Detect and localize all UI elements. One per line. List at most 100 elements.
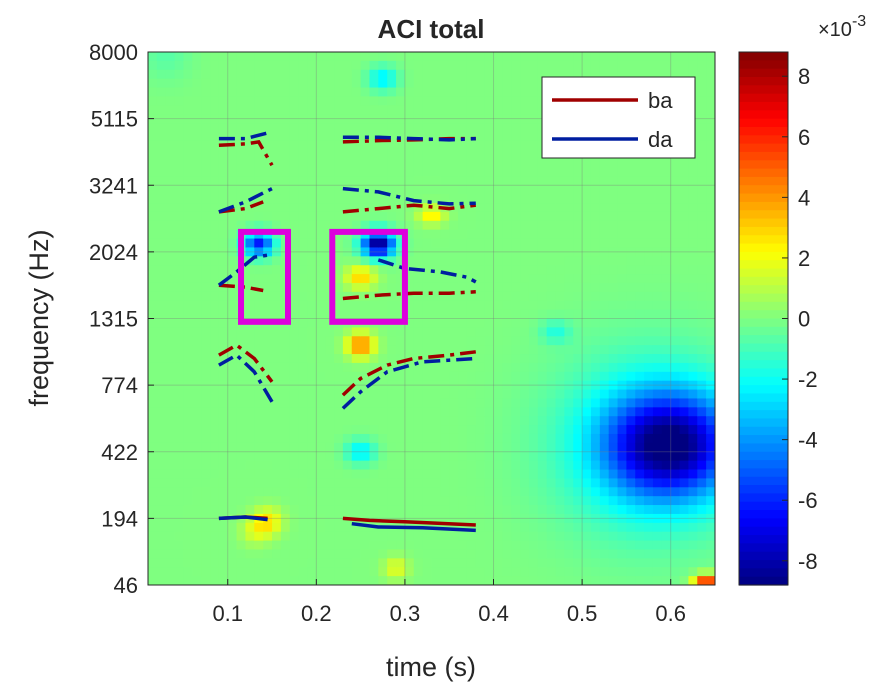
- heatmap-cell: [307, 336, 317, 346]
- heatmap-cell: [582, 194, 592, 204]
- heatmap-cell: [670, 354, 681, 364]
- heatmap-cell: [670, 345, 681, 355]
- heatmap-cell: [537, 451, 548, 462]
- heatmap-cell: [652, 229, 663, 240]
- heatmap-cell: [404, 78, 415, 89]
- heatmap-cell: [413, 309, 424, 320]
- heatmap-cell: [156, 96, 167, 106]
- heatmap-cell: [502, 203, 512, 213]
- heatmap-cell: [466, 576, 477, 585]
- heatmap-cell: [466, 300, 477, 311]
- heatmap-cell: [254, 496, 264, 506]
- heatmap-cell: [644, 451, 654, 462]
- heatmap-cell: [511, 389, 521, 400]
- heatmap-cell: [369, 371, 379, 382]
- colorbar-band: [739, 176, 788, 186]
- heatmap-cell: [307, 167, 317, 177]
- heatmap-cell: [502, 291, 512, 302]
- heatmap-cell: [378, 194, 388, 204]
- heatmap-cell: [706, 522, 715, 533]
- heatmap-cell: [183, 69, 193, 80]
- heatmap-cell: [493, 131, 503, 142]
- heatmap-cell: [475, 433, 486, 444]
- heatmap-cell: [608, 336, 619, 346]
- heatmap-cell: [404, 309, 415, 320]
- heatmap-cell: [387, 140, 397, 151]
- heatmap-cell: [582, 318, 592, 328]
- heatmap-cell: [307, 558, 317, 568]
- heatmap-cell: [174, 496, 185, 506]
- heatmap-cell: [449, 282, 459, 293]
- heatmap-cell: [670, 513, 681, 524]
- heatmap-cell: [280, 362, 291, 373]
- heatmap-cell: [201, 282, 211, 293]
- colorbar-band: [739, 185, 788, 195]
- heatmap-cell: [254, 380, 264, 391]
- heatmap-cell: [156, 354, 167, 364]
- heatmap-cell: [608, 220, 619, 231]
- colorbar-band: [739, 468, 788, 478]
- heatmap-cell: [183, 558, 193, 568]
- heatmap-cell: [484, 558, 495, 568]
- heatmap-cell: [617, 460, 628, 471]
- heatmap-cell: [449, 87, 459, 98]
- heatmap-cell: [706, 167, 715, 177]
- heatmap-cell: [360, 140, 371, 151]
- heatmap-cell: [475, 282, 486, 293]
- heatmap-cell: [661, 291, 672, 302]
- colorbar-band: [739, 85, 788, 95]
- heatmap-cell: [617, 354, 628, 364]
- colorbar-band: [739, 218, 788, 228]
- heatmap-cell: [573, 354, 583, 364]
- heatmap-cell: [351, 567, 362, 577]
- heatmap-cell: [183, 549, 193, 559]
- heatmap-cell: [298, 140, 309, 151]
- heatmap-cell: [670, 407, 681, 417]
- heatmap-cell: [156, 345, 167, 355]
- heatmap-cell: [289, 60, 300, 71]
- heatmap-cell: [440, 149, 450, 160]
- heatmap-cell: [484, 87, 495, 98]
- heatmap-cell: [174, 87, 185, 98]
- heatmap-cell: [590, 336, 601, 346]
- heatmap-cell: [511, 114, 521, 124]
- heatmap-cell: [608, 380, 619, 391]
- heatmap-cell: [192, 451, 202, 462]
- heatmap-cell: [679, 345, 690, 355]
- series-line-ba: [218, 283, 264, 293]
- colorbar-tick-label: -4: [798, 428, 818, 453]
- heatmap-cell: [484, 327, 495, 337]
- heatmap-cell: [148, 505, 158, 515]
- heatmap-cell: [511, 167, 521, 177]
- heatmap-cell: [520, 496, 530, 506]
- heatmap-cell: [528, 60, 539, 71]
- heatmap-cell: [263, 211, 273, 222]
- heatmap-cell: [652, 416, 663, 426]
- heatmap-cell: [351, 96, 362, 106]
- series-line-da: [341, 356, 476, 410]
- heatmap-cell: [272, 398, 282, 408]
- heatmap-cell: [316, 140, 326, 151]
- heatmap-cell: [626, 487, 636, 497]
- heatmap-cell: [325, 496, 335, 506]
- heatmap-cell: [413, 318, 424, 328]
- heatmap-cell: [263, 451, 273, 462]
- heatmap-cell: [652, 291, 663, 302]
- heatmap-cell: [679, 282, 690, 293]
- heatmap-cell: [192, 487, 202, 497]
- heatmap-cell: [165, 442, 176, 453]
- heatmap-cell: [369, 238, 379, 249]
- heatmap-cell: [466, 416, 477, 426]
- heatmap-cell: [590, 265, 601, 275]
- heatmap-cell: [555, 185, 565, 195]
- heatmap-cell: [298, 496, 309, 506]
- heatmap-cell: [174, 291, 185, 302]
- heatmap-cell: [652, 69, 663, 80]
- heatmap-cell: [528, 407, 539, 417]
- heatmap-cell: [218, 531, 229, 542]
- heatmap-cell: [174, 327, 185, 337]
- heatmap-cell: [316, 389, 326, 400]
- heatmap-cell: [360, 469, 371, 479]
- heatmap-cell: [564, 505, 574, 515]
- heatmap-cell: [564, 513, 574, 524]
